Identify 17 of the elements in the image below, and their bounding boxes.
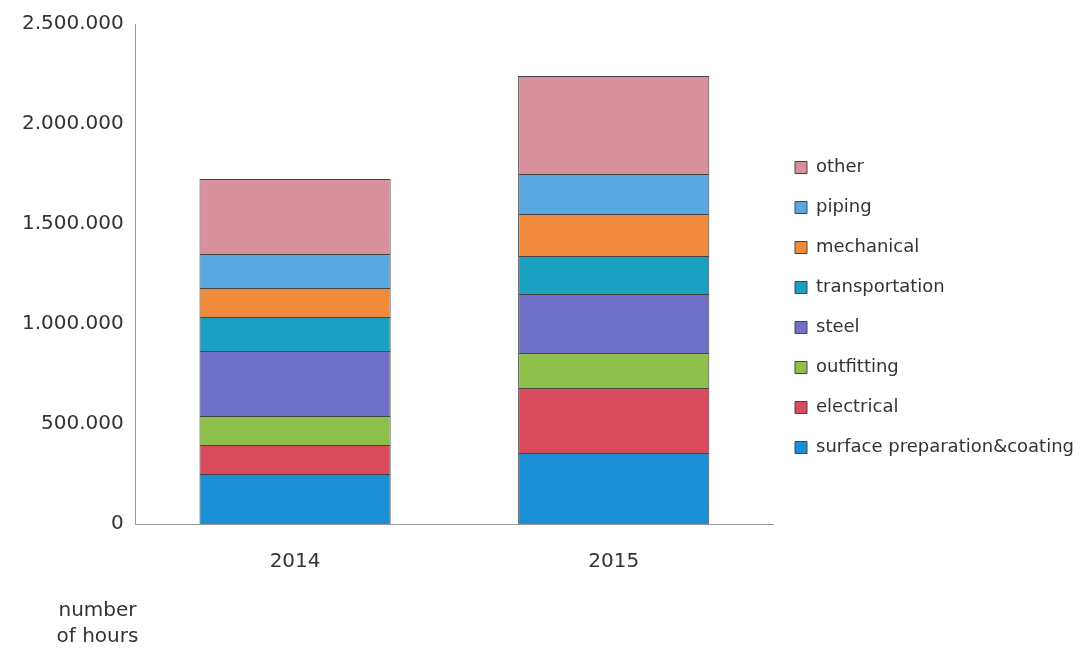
y-tick-label: 2.500.000	[21, 10, 124, 35]
y-tick-label: 2.000.000	[21, 110, 124, 135]
y-tick-label: 1.000.000	[21, 310, 124, 335]
legend-label: surface preparation&coating	[816, 435, 1075, 457]
legend-label: electrical	[816, 395, 899, 417]
y-axis-title: number of hours	[55, 596, 140, 648]
legend-label: outfitting	[816, 355, 899, 377]
y-tick-label: 500.000	[41, 410, 124, 435]
legend-label: piping	[816, 195, 872, 217]
legend-label: transportation	[816, 275, 945, 297]
y-tick-label: 1.500.000	[21, 210, 124, 235]
y-tick-label: 0	[111, 510, 124, 535]
x-tick-label: 2015	[588, 548, 640, 573]
legend-label: steel	[816, 315, 860, 337]
legend-label: mechanical	[816, 235, 920, 257]
x-tick-label: 2014	[269, 548, 321, 573]
legend-label: other	[816, 155, 865, 177]
